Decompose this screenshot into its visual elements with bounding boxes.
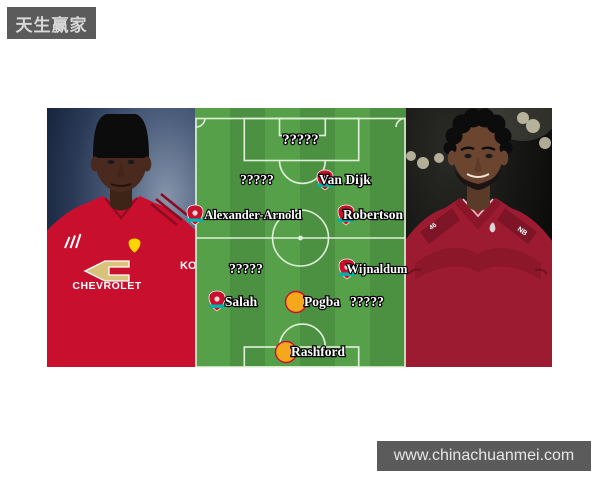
svg-text:CHEVROLET: CHEVROLET (72, 280, 141, 292)
svg-text:?????: ????? (229, 261, 263, 276)
svg-text:Robertson: Robertson (343, 207, 403, 222)
svg-text:?????: ????? (240, 172, 274, 187)
svg-text:Alexander-Arnold: Alexander-Arnold (204, 208, 301, 222)
svg-text:?????: ????? (350, 294, 384, 309)
svg-text:KO: KO (180, 260, 196, 272)
svg-text:?????: ????? (282, 132, 318, 148)
svg-text:Salah: Salah (225, 294, 258, 309)
svg-text:Wijnaldum: Wijnaldum (347, 262, 408, 276)
svg-text:Rashford: Rashford (291, 344, 345, 359)
svg-text:Pogba: Pogba (304, 294, 340, 309)
svg-text:Van Dijk: Van Dijk (319, 172, 371, 187)
